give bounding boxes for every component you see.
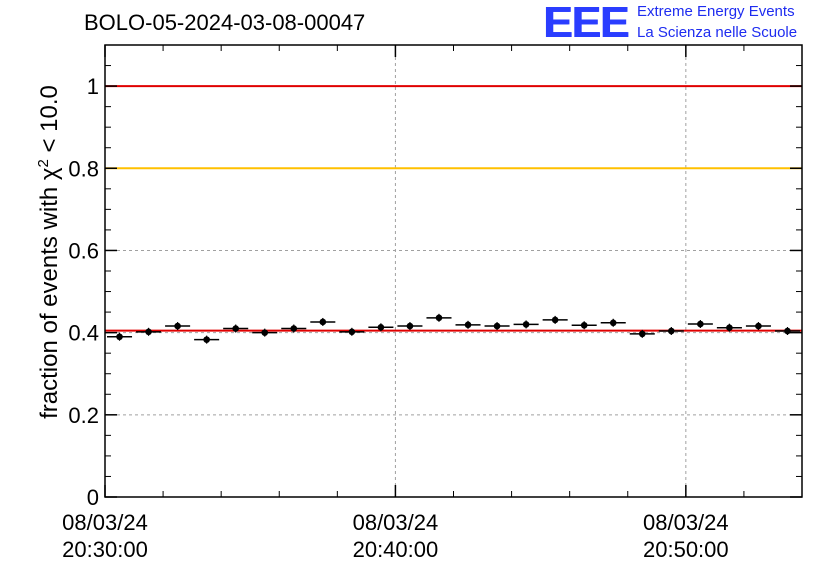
data-point-marker: [406, 322, 414, 330]
data-point-marker: [609, 319, 617, 327]
y-tick-label: 1: [87, 74, 99, 99]
data-point-marker: [203, 336, 210, 343]
x-tick-time-label: 20:50:00: [643, 537, 729, 562]
data-point-marker: [755, 322, 762, 330]
y-tick-label: 0.2: [68, 403, 99, 428]
tick-labels: 00.20.40.60.8108/03/2420:30:0008/03/2420…: [62, 74, 728, 562]
data-point-marker: [348, 328, 356, 336]
y-tick-label: 0.8: [68, 156, 99, 181]
y-axis-label-prefix: fraction of events with: [36, 180, 63, 419]
plot-frame: [104, 44, 803, 498]
eee-logo: EEE: [543, 0, 629, 47]
y-axis-label-symbol: χ: [36, 167, 63, 181]
y-tick-label: 0: [87, 485, 99, 510]
data-point-marker: [464, 321, 472, 329]
logo-line-1: Extreme Energy Events: [637, 3, 795, 20]
data-point-marker: [290, 325, 298, 332]
y-axis-label: fraction of events with χ2 < 10.0: [35, 85, 64, 419]
y-tick-label: 0.4: [68, 321, 99, 346]
y-axis-label-suffix: < 10.0: [36, 85, 63, 160]
x-tick-date-label: 08/03/24: [353, 510, 439, 535]
x-tick-time-label: 20:40:00: [353, 537, 439, 562]
data-point-marker: [174, 322, 181, 330]
data-point-marker: [319, 318, 327, 326]
data-point-marker: [116, 333, 123, 341]
data-point-marker: [580, 321, 588, 329]
axis-ticks: [104, 45, 803, 498]
chart-title: BOLO-05-2024-03-08-00047: [84, 10, 366, 35]
data-point-marker: [551, 316, 559, 324]
data-point-marker: [377, 323, 385, 331]
data-point-marker: [493, 322, 501, 330]
data-point-marker: [435, 314, 443, 322]
logo-line-2: La Scienza nelle Scuole: [637, 24, 798, 41]
x-tick-date-label: 08/03/24: [62, 510, 148, 535]
data-point-marker: [668, 327, 675, 335]
data-point-marker: [261, 329, 269, 336]
y-tick-label: 0.6: [68, 238, 99, 263]
data-point-marker: [784, 327, 791, 335]
x-tick-time-label: 20:30:00: [62, 537, 148, 562]
data-point-marker: [522, 321, 530, 328]
reference-lines: [105, 85, 802, 332]
data-points: [107, 313, 800, 344]
grid-lines: [105, 45, 802, 497]
data-point-marker: [726, 324, 733, 332]
x-tick-date-label: 08/03/24: [643, 510, 729, 535]
data-point-marker: [145, 328, 152, 336]
data-point-marker: [697, 320, 704, 328]
y-axis-label-sup: 2: [35, 159, 52, 168]
data-point-marker: [638, 330, 646, 338]
data-point-marker: [232, 325, 239, 332]
